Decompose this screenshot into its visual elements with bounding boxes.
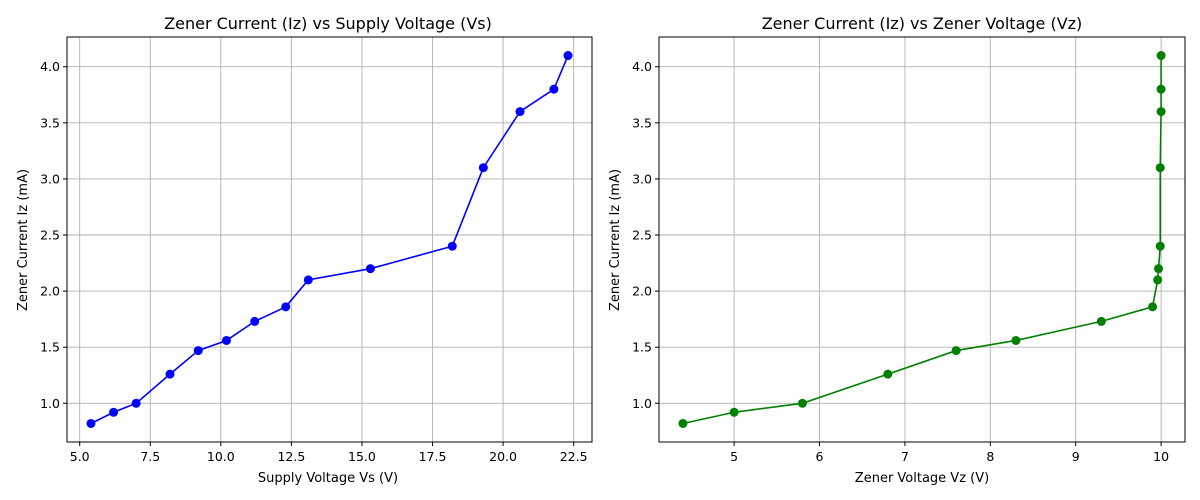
left-chart-ytick-label: 1.5 — [40, 340, 60, 355]
left-chart-data-point — [447, 241, 457, 251]
right-chart-data-point — [1156, 107, 1166, 117]
left-chart-xtick-label: 12.5 — [277, 449, 305, 464]
right-chart-ytick-label: 3.0 — [632, 171, 652, 186]
right-chart-panel: Zener Current (Iz) vs Zener Voltage (Vz)… — [608, 14, 1186, 486]
left-chart-data-point — [165, 369, 175, 379]
right-chart-ytick-label: 2.5 — [632, 228, 652, 243]
left-chart-xtick-label: 15.0 — [348, 449, 376, 464]
right-chart-plot-area: 5 6 7 8 9 10 1.0 1.5 2.0 2.5 3.0 3.5 4.0 — [632, 36, 1186, 464]
right-chart-data-point — [797, 398, 807, 408]
left-chart-panel: Zener Current (Iz) vs Supply Voltage (Vs… — [16, 14, 593, 486]
right-chart-data-point — [1154, 264, 1164, 274]
right-chart-xtick-label: 6 — [816, 449, 824, 464]
left-chart-xtick-label: 10.0 — [207, 449, 235, 464]
left-chart-xtick-label: 17.5 — [419, 449, 447, 464]
right-chart-frame — [658, 36, 1186, 443]
right-chart-xtick-label: 9 — [1072, 449, 1080, 464]
right-chart-xtick-label: 10 — [1153, 449, 1169, 464]
left-chart-ytick-label: 2.5 — [40, 228, 60, 243]
right-chart-xtick-label: 5 — [730, 449, 738, 464]
right-chart-series-line — [682, 55, 1162, 425]
left-chart-xtick-label: 20.0 — [489, 449, 517, 464]
left-chart-ytick-label: 3.5 — [40, 115, 60, 130]
left-chart-ytick-label: 4.0 — [40, 59, 60, 74]
left-chart-data-point — [281, 302, 291, 312]
right-chart-data-point — [1155, 163, 1165, 173]
right-chart-ytick-label: 1.5 — [632, 340, 652, 355]
right-chart-xtick-label: 8 — [986, 449, 994, 464]
right-chart-data-point — [1155, 241, 1165, 251]
right-chart-data-point — [678, 418, 688, 428]
right-chart-data-point — [729, 407, 739, 417]
left-chart-data-point — [549, 84, 559, 94]
left-chart-plot-area: 5.0 7.5 10.0 12.5 15.0 17.5 20.0 22.5 1.0 1.5 2.0 2… — [40, 36, 593, 464]
left-chart-data-point — [109, 407, 119, 417]
right-chart-data-point — [1153, 275, 1163, 285]
left-chart-data-point — [193, 346, 203, 356]
right-chart-data-point — [883, 369, 893, 379]
left-chart-ytick-label: 3.0 — [40, 171, 60, 186]
left-chart-frame — [66, 36, 593, 443]
left-chart-data-point — [303, 275, 313, 285]
left-chart-data-point — [131, 398, 141, 408]
left-chart-ytick-label: 1.0 — [40, 396, 60, 411]
left-chart-data-point — [563, 51, 573, 61]
left-chart-data-point — [221, 335, 231, 345]
right-chart-data-point — [1156, 84, 1166, 94]
left-chart-data-point — [515, 107, 525, 117]
right-chart-xlabel: Zener Voltage Vz (V) — [855, 471, 989, 486]
left-chart-ylabel: Zener Current Iz (mA) — [16, 169, 31, 311]
right-chart-data-point — [1011, 335, 1021, 345]
left-chart-data-point — [478, 163, 488, 173]
right-chart-data-point — [1148, 302, 1158, 312]
left-chart-xtick-label: 5.0 — [70, 449, 90, 464]
left-chart-xtick-label: 7.5 — [140, 449, 160, 464]
left-chart-xtick-label: 22.5 — [560, 449, 588, 464]
left-chart-data-point — [250, 316, 260, 326]
right-chart-data-point — [951, 346, 961, 356]
right-chart-xtick-label: 7 — [901, 449, 909, 464]
right-chart-ytick-label: 1.0 — [632, 396, 652, 411]
left-chart-title: Zener Current (Iz) vs Supply Voltage (Vs… — [164, 14, 492, 33]
left-chart-ytick-label: 2.0 — [40, 284, 60, 299]
left-chart-series-line — [90, 55, 569, 425]
right-chart-ytick-label: 3.5 — [632, 115, 652, 130]
right-chart-data-point — [1096, 316, 1106, 326]
right-chart-ytick-label: 4.0 — [632, 59, 652, 74]
left-chart-data-point — [86, 418, 96, 428]
right-chart-title: Zener Current (Iz) vs Zener Voltage (Vz) — [762, 14, 1083, 33]
left-chart-xlabel: Supply Voltage Vs (V) — [258, 471, 398, 486]
right-chart-ytick-label: 2.0 — [632, 284, 652, 299]
right-chart-ylabel: Zener Current Iz (mA) — [608, 169, 623, 311]
right-chart-data-point — [1156, 51, 1166, 61]
left-chart-data-point — [365, 264, 375, 274]
